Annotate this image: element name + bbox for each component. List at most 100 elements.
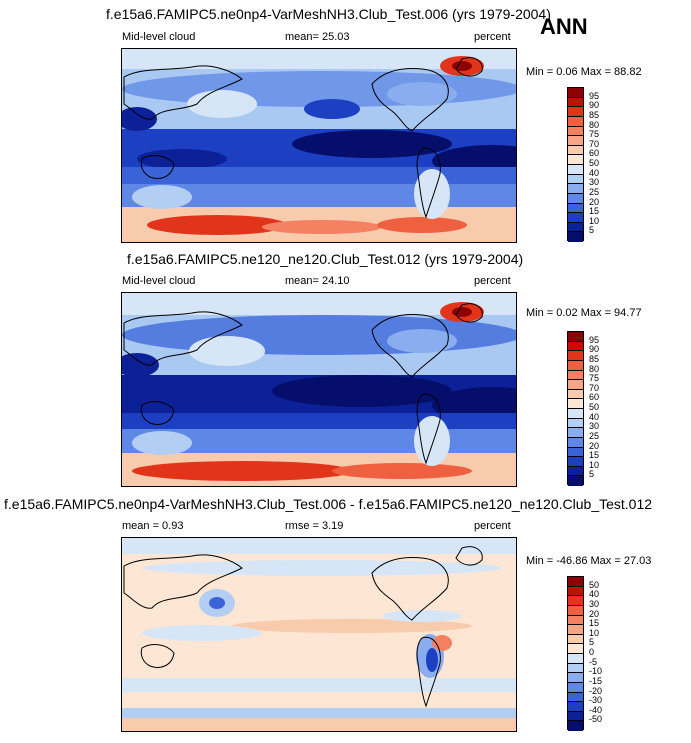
colorbar-tick-label: 70 — [589, 138, 600, 149]
panel-2-title: f.e15a6.FAMIPC5.ne120_ne120.Club_Test.01… — [127, 251, 524, 267]
panel-3-colorbar-ticks: 50 40 30 20 15 10 5 0 -5 -10 -15 -20 -30 -40 -50 — [589, 576, 629, 730]
colorbar-tick-label: 60 — [589, 392, 600, 403]
colorbar-swatch — [568, 126, 583, 137]
panel-3-units-label: percent — [474, 520, 511, 532]
panel-1-map — [121, 48, 517, 243]
panel-3-colorbar — [567, 576, 584, 731]
colorbar-swatch — [568, 605, 583, 616]
colorbar-swatch — [568, 97, 583, 108]
colorbar-swatch — [568, 380, 583, 390]
colorbar-tick-label: -30 — [589, 695, 603, 706]
colorbar-swatch — [568, 136, 583, 146]
colorbar-swatch — [568, 116, 583, 127]
panel-2-colorbar-ticks: 95 90 85 80 75 70 60 50 40 30 25 20 15 10 5 — [589, 331, 629, 485]
panel-2-map-field — [122, 293, 516, 486]
season-label: ANN — [540, 14, 588, 39]
colorbar-tick-label: 5 — [589, 637, 595, 648]
panel-3-title: f.e15a6.FAMIPC5.ne0np4-VarMeshNH3.Club_T… — [4, 496, 653, 512]
colorbar-tick-label: 80 — [589, 363, 600, 374]
panel-2-minmax: Min = 0.02 Max = 94.77 — [526, 307, 642, 319]
colorbar-swatch — [568, 447, 583, 458]
colorbar-tick-label: 25 — [589, 186, 600, 197]
colorbar-swatch — [568, 692, 583, 703]
colorbar-tick-label: 85 — [589, 353, 600, 364]
panel-2-units-label: percent — [474, 275, 511, 287]
colorbar-swatch — [568, 174, 583, 185]
colorbar-tick-label: 40 — [589, 589, 600, 600]
colorbar-tick-label: 15 — [589, 450, 600, 461]
panel-3-map — [121, 537, 517, 732]
colorbar-swatch — [568, 332, 583, 342]
panel-2-map — [121, 292, 517, 487]
colorbar-swatch — [568, 682, 583, 693]
colorbar-swatch — [568, 437, 583, 448]
colorbar-tick-label: 30 — [589, 598, 600, 609]
colorbar-swatch — [568, 341, 583, 352]
colorbar-tick-label: 50 — [589, 158, 600, 168]
colorbar-swatch — [568, 418, 583, 429]
colorbar-tick-label: 80 — [589, 119, 600, 130]
colorbar-tick-label: 30 — [589, 421, 600, 432]
colorbar-swatch — [568, 476, 583, 486]
colorbar-swatch — [568, 213, 583, 223]
colorbar-tick-label: 50 — [589, 579, 600, 590]
colorbar-tick-label: 0 — [589, 647, 595, 657]
colorbar-swatch — [568, 203, 583, 214]
colorbar-swatch — [568, 634, 583, 645]
colorbar-tick-label: 5 — [589, 225, 595, 236]
panel-2-mean-label: mean= 24.10 — [285, 275, 350, 287]
colorbar-tick-label: 20 — [589, 196, 600, 207]
colorbar-tick-label: 5 — [589, 469, 595, 480]
colorbar-tick-label: 25 — [589, 430, 600, 441]
colorbar-tick-label: 75 — [589, 373, 600, 384]
colorbar-swatch — [568, 673, 583, 683]
colorbar-swatch — [568, 232, 583, 242]
panel-1-units-label: percent — [474, 31, 511, 43]
colorbar-tick-label: -10 — [589, 666, 603, 677]
colorbar-tick-label: 40 — [589, 411, 600, 422]
panel-1-mean-label: mean= 25.03 — [285, 31, 350, 43]
colorbar-tick-label: 30 — [589, 177, 600, 188]
colorbar-swatch — [568, 165, 583, 175]
colorbar-tick-label: 60 — [589, 148, 600, 159]
panel-1-map-field — [122, 49, 516, 242]
colorbar-swatch — [568, 88, 583, 98]
colorbar-tick-label: 95 — [589, 90, 600, 101]
panel-1-variable-label: Mid-level cloud — [122, 31, 196, 43]
colorbar-swatch — [568, 466, 583, 477]
colorbar-tick-label: 90 — [589, 344, 600, 355]
colorbar-swatch — [568, 663, 583, 674]
colorbar-swatch — [568, 184, 583, 194]
colorbar-tick-label: 70 — [589, 382, 600, 393]
colorbar-swatch — [568, 654, 583, 664]
colorbar-tick-label: 85 — [589, 109, 600, 120]
colorbar-tick-label: 20 — [589, 440, 600, 451]
panel-3-rmse-label: rmse = 3.19 — [285, 520, 344, 532]
colorbar-swatch — [568, 702, 583, 712]
colorbar-tick-label: 10 — [589, 627, 600, 638]
colorbar-tick-label: -15 — [589, 675, 603, 686]
panel-3-map-field — [122, 538, 516, 731]
colorbar-swatch — [568, 721, 583, 731]
panel-1-title: f.e15a6.FAMIPC5.ne0np4-VarMeshNH3.Club_T… — [106, 6, 551, 22]
colorbar-tick-label: 90 — [589, 100, 600, 111]
colorbar-swatch — [568, 145, 583, 156]
colorbar-swatch — [568, 457, 583, 467]
panel-1-minmax: Min = 0.06 Max = 88.82 — [526, 66, 642, 78]
colorbar-swatch — [568, 428, 583, 438]
colorbar-swatch — [568, 155, 583, 165]
colorbar-swatch — [568, 615, 583, 626]
colorbar-tick-label: 40 — [589, 167, 600, 178]
colorbar-swatch — [568, 107, 583, 117]
colorbar-swatch — [568, 399, 583, 409]
colorbar-tick-label: -5 — [589, 656, 598, 667]
panel-3-minmax: Min = -46.86 Max = 27.03 — [526, 555, 652, 567]
colorbar-swatch — [568, 644, 583, 654]
panel-1-colorbar-ticks: 95 90 85 80 75 70 60 50 40 30 25 20 15 10 5 — [589, 87, 629, 241]
colorbar-swatch — [568, 596, 583, 606]
panel-1-colorbar — [567, 87, 584, 242]
colorbar-swatch — [568, 625, 583, 635]
colorbar-swatch — [568, 370, 583, 381]
colorbar-tick-label: 10 — [589, 459, 600, 470]
colorbar-tick-label: 15 — [589, 618, 600, 629]
